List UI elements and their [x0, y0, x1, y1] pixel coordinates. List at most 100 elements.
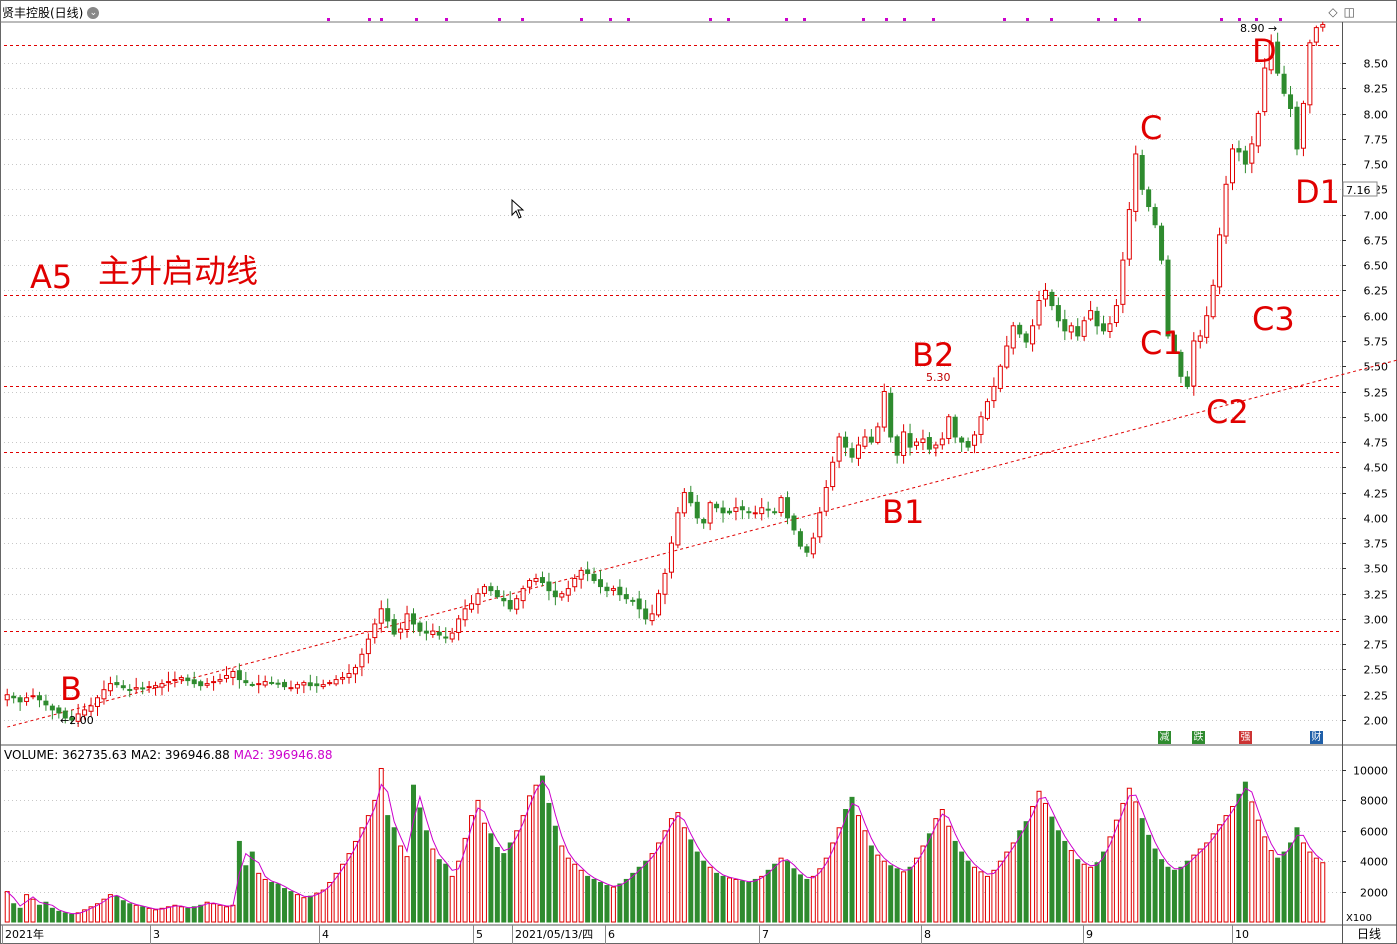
- candle: [307, 682, 313, 687]
- volume-bar: [823, 857, 829, 923]
- candle: [739, 506, 745, 511]
- candle: [1004, 345, 1010, 368]
- chevron-down-icon[interactable]: ⌄: [87, 6, 100, 19]
- candle: [30, 695, 36, 698]
- candle: [501, 597, 507, 602]
- volume-bar: [62, 912, 68, 923]
- y-tick-label: 5.00: [1364, 412, 1389, 425]
- candle: [591, 573, 597, 582]
- volume-bar: [1004, 851, 1010, 923]
- candle: [1294, 106, 1300, 150]
- volume-bar: [984, 875, 990, 923]
- candle: [165, 681, 171, 684]
- candle: [223, 675, 229, 679]
- annotation-a5: A5: [30, 258, 72, 296]
- volume-bar: [365, 815, 371, 923]
- candle: [610, 588, 616, 591]
- volume-bar: [410, 784, 416, 923]
- signal-dot: [1097, 18, 1100, 21]
- volume-bar: [1101, 851, 1107, 923]
- volume-bar: [1313, 857, 1319, 923]
- candle: [533, 577, 539, 582]
- x-tick-label: 4: [322, 928, 329, 941]
- candle: [327, 682, 333, 685]
- strong-icon[interactable]: 强: [1239, 731, 1252, 744]
- candle: [140, 687, 146, 690]
- b2-price-label: 5.30: [926, 371, 951, 384]
- volume-bar: [585, 875, 591, 923]
- volume-bar: [1262, 836, 1268, 923]
- candle: [946, 416, 952, 439]
- candle: [797, 531, 803, 547]
- candle: [243, 680, 249, 684]
- candle: [656, 593, 662, 616]
- volume-bar: [733, 878, 739, 923]
- candle: [404, 613, 410, 630]
- y-tick-label: 8.00: [1364, 109, 1389, 122]
- y-tick-label: 4.50: [1364, 462, 1389, 475]
- volume-bar: [1249, 801, 1255, 923]
- candle: [153, 685, 159, 689]
- diamond-icon[interactable]: ◇: [1328, 5, 1338, 19]
- volume-bar: [172, 904, 178, 923]
- volume-bar: [88, 906, 94, 923]
- volume-tick-label: 10000: [1353, 765, 1388, 778]
- annotation-c3: C3: [1252, 300, 1295, 338]
- candle: [1217, 234, 1223, 288]
- annotation-d: D: [1252, 32, 1277, 70]
- volume-bar: [843, 809, 849, 923]
- candle: [107, 683, 113, 692]
- candle: [881, 391, 887, 428]
- candle: [714, 503, 720, 509]
- volume-bar: [1126, 787, 1132, 923]
- low-price-label: ←2.00: [60, 714, 94, 727]
- y-tick-label: 4.25: [1364, 488, 1389, 501]
- trend-line: [7, 359, 1397, 728]
- volume-bar: [636, 866, 642, 923]
- candle: [830, 461, 836, 488]
- candle: [82, 709, 88, 716]
- candle: [855, 444, 861, 459]
- x-tick-label: 9: [1086, 928, 1093, 941]
- fall-icon[interactable]: 跌: [1192, 731, 1205, 744]
- candle: [146, 686, 152, 689]
- ma2-value: MA2: 396946.88: [130, 748, 230, 762]
- signal-dot: [580, 18, 583, 21]
- volume-bar: [243, 865, 249, 923]
- candle: [546, 581, 552, 592]
- reduce-icon[interactable]: 减: [1158, 731, 1171, 744]
- x-tick-label: 2021/05/13/四: [515, 928, 593, 941]
- signal-dot: [727, 18, 730, 21]
- candle: [785, 497, 791, 519]
- volume-bar: [726, 877, 732, 923]
- candle: [1088, 310, 1094, 320]
- volume-bar: [340, 863, 346, 923]
- volume-bar: [462, 837, 468, 923]
- candle: [359, 653, 365, 668]
- period-label[interactable]: 日线: [1356, 927, 1381, 941]
- candle: [101, 689, 107, 700]
- annotation-d1: D1: [1295, 173, 1340, 211]
- candle: [1307, 42, 1313, 106]
- signal-dot: [903, 18, 906, 21]
- signal-dot: [1138, 18, 1141, 21]
- volume-bar: [591, 878, 597, 923]
- volume-bar: [952, 840, 958, 923]
- volume-bar: [1223, 815, 1229, 923]
- volume-bar: [436, 859, 442, 923]
- volume-bar: [217, 904, 223, 923]
- volume-bar: [791, 868, 797, 923]
- window-icon[interactable]: ◫: [1343, 5, 1355, 19]
- candle: [62, 710, 68, 719]
- volume-bar: [101, 898, 107, 923]
- chart-title-bar: 贤丰控股(日线) ⌄: [2, 4, 100, 21]
- signal-dot: [521, 18, 524, 21]
- volume-bar: [759, 875, 765, 923]
- volume-bar: [1159, 859, 1165, 923]
- candle: [862, 436, 868, 447]
- volume-bar: [1229, 805, 1235, 923]
- finance-icon[interactable]: 财: [1310, 731, 1323, 744]
